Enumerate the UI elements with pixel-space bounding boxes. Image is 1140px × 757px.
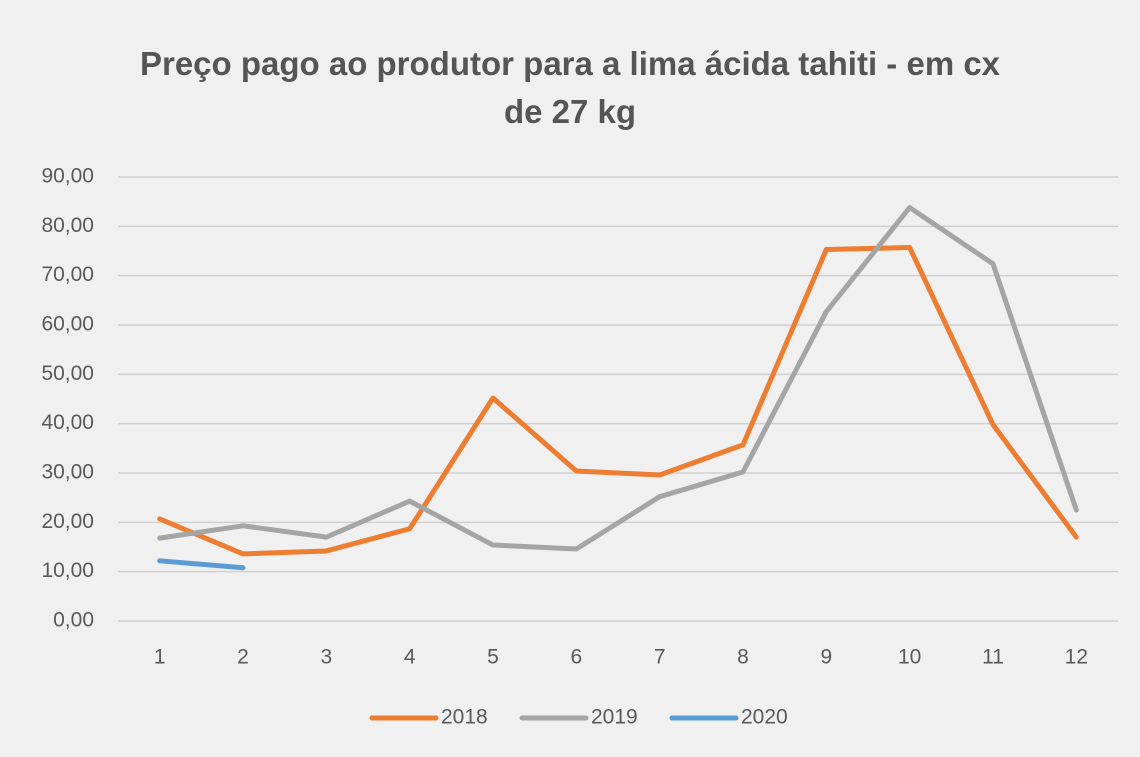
series-line <box>157 245 1079 557</box>
x-tick-label: 3 <box>320 646 332 669</box>
x-tick-label: 4 <box>404 646 416 669</box>
y-tick-label: 30,00 <box>41 461 94 484</box>
y-tick-label: 70,00 <box>41 263 94 286</box>
y-tick-label: 10,00 <box>41 559 94 582</box>
y-tick-label: 40,00 <box>41 411 94 434</box>
x-tick-label: 11 <box>982 646 1004 669</box>
x-tick-label: 5 <box>487 646 499 669</box>
x-tick-label: 10 <box>898 646 921 669</box>
legend-label: 2019 <box>591 706 638 729</box>
x-tick-label: 7 <box>654 646 666 669</box>
legend-label: 2020 <box>741 706 788 729</box>
x-tick-label: 1 <box>154 646 166 669</box>
chart-title: Preço pago ao produtor para a lima ácida… <box>139 45 1001 130</box>
x-tick-label: 9 <box>820 646 832 669</box>
y-tick-label: 0,00 <box>53 609 94 632</box>
y-tick-label: 20,00 <box>41 510 94 533</box>
x-tick-label: 12 <box>1065 646 1088 669</box>
x-tick-label: 8 <box>737 646 749 669</box>
y-tick-label: 60,00 <box>41 313 94 336</box>
y-tick-label: 90,00 <box>41 165 94 188</box>
series-line <box>157 205 1079 552</box>
y-tick-label: 50,00 <box>41 362 94 385</box>
x-tick-label: 6 <box>570 646 582 669</box>
legend-label: 2018 <box>441 706 488 729</box>
series-line <box>157 558 246 571</box>
x-tick-label: 2 <box>237 646 249 669</box>
y-tick-label: 80,00 <box>41 214 94 237</box>
